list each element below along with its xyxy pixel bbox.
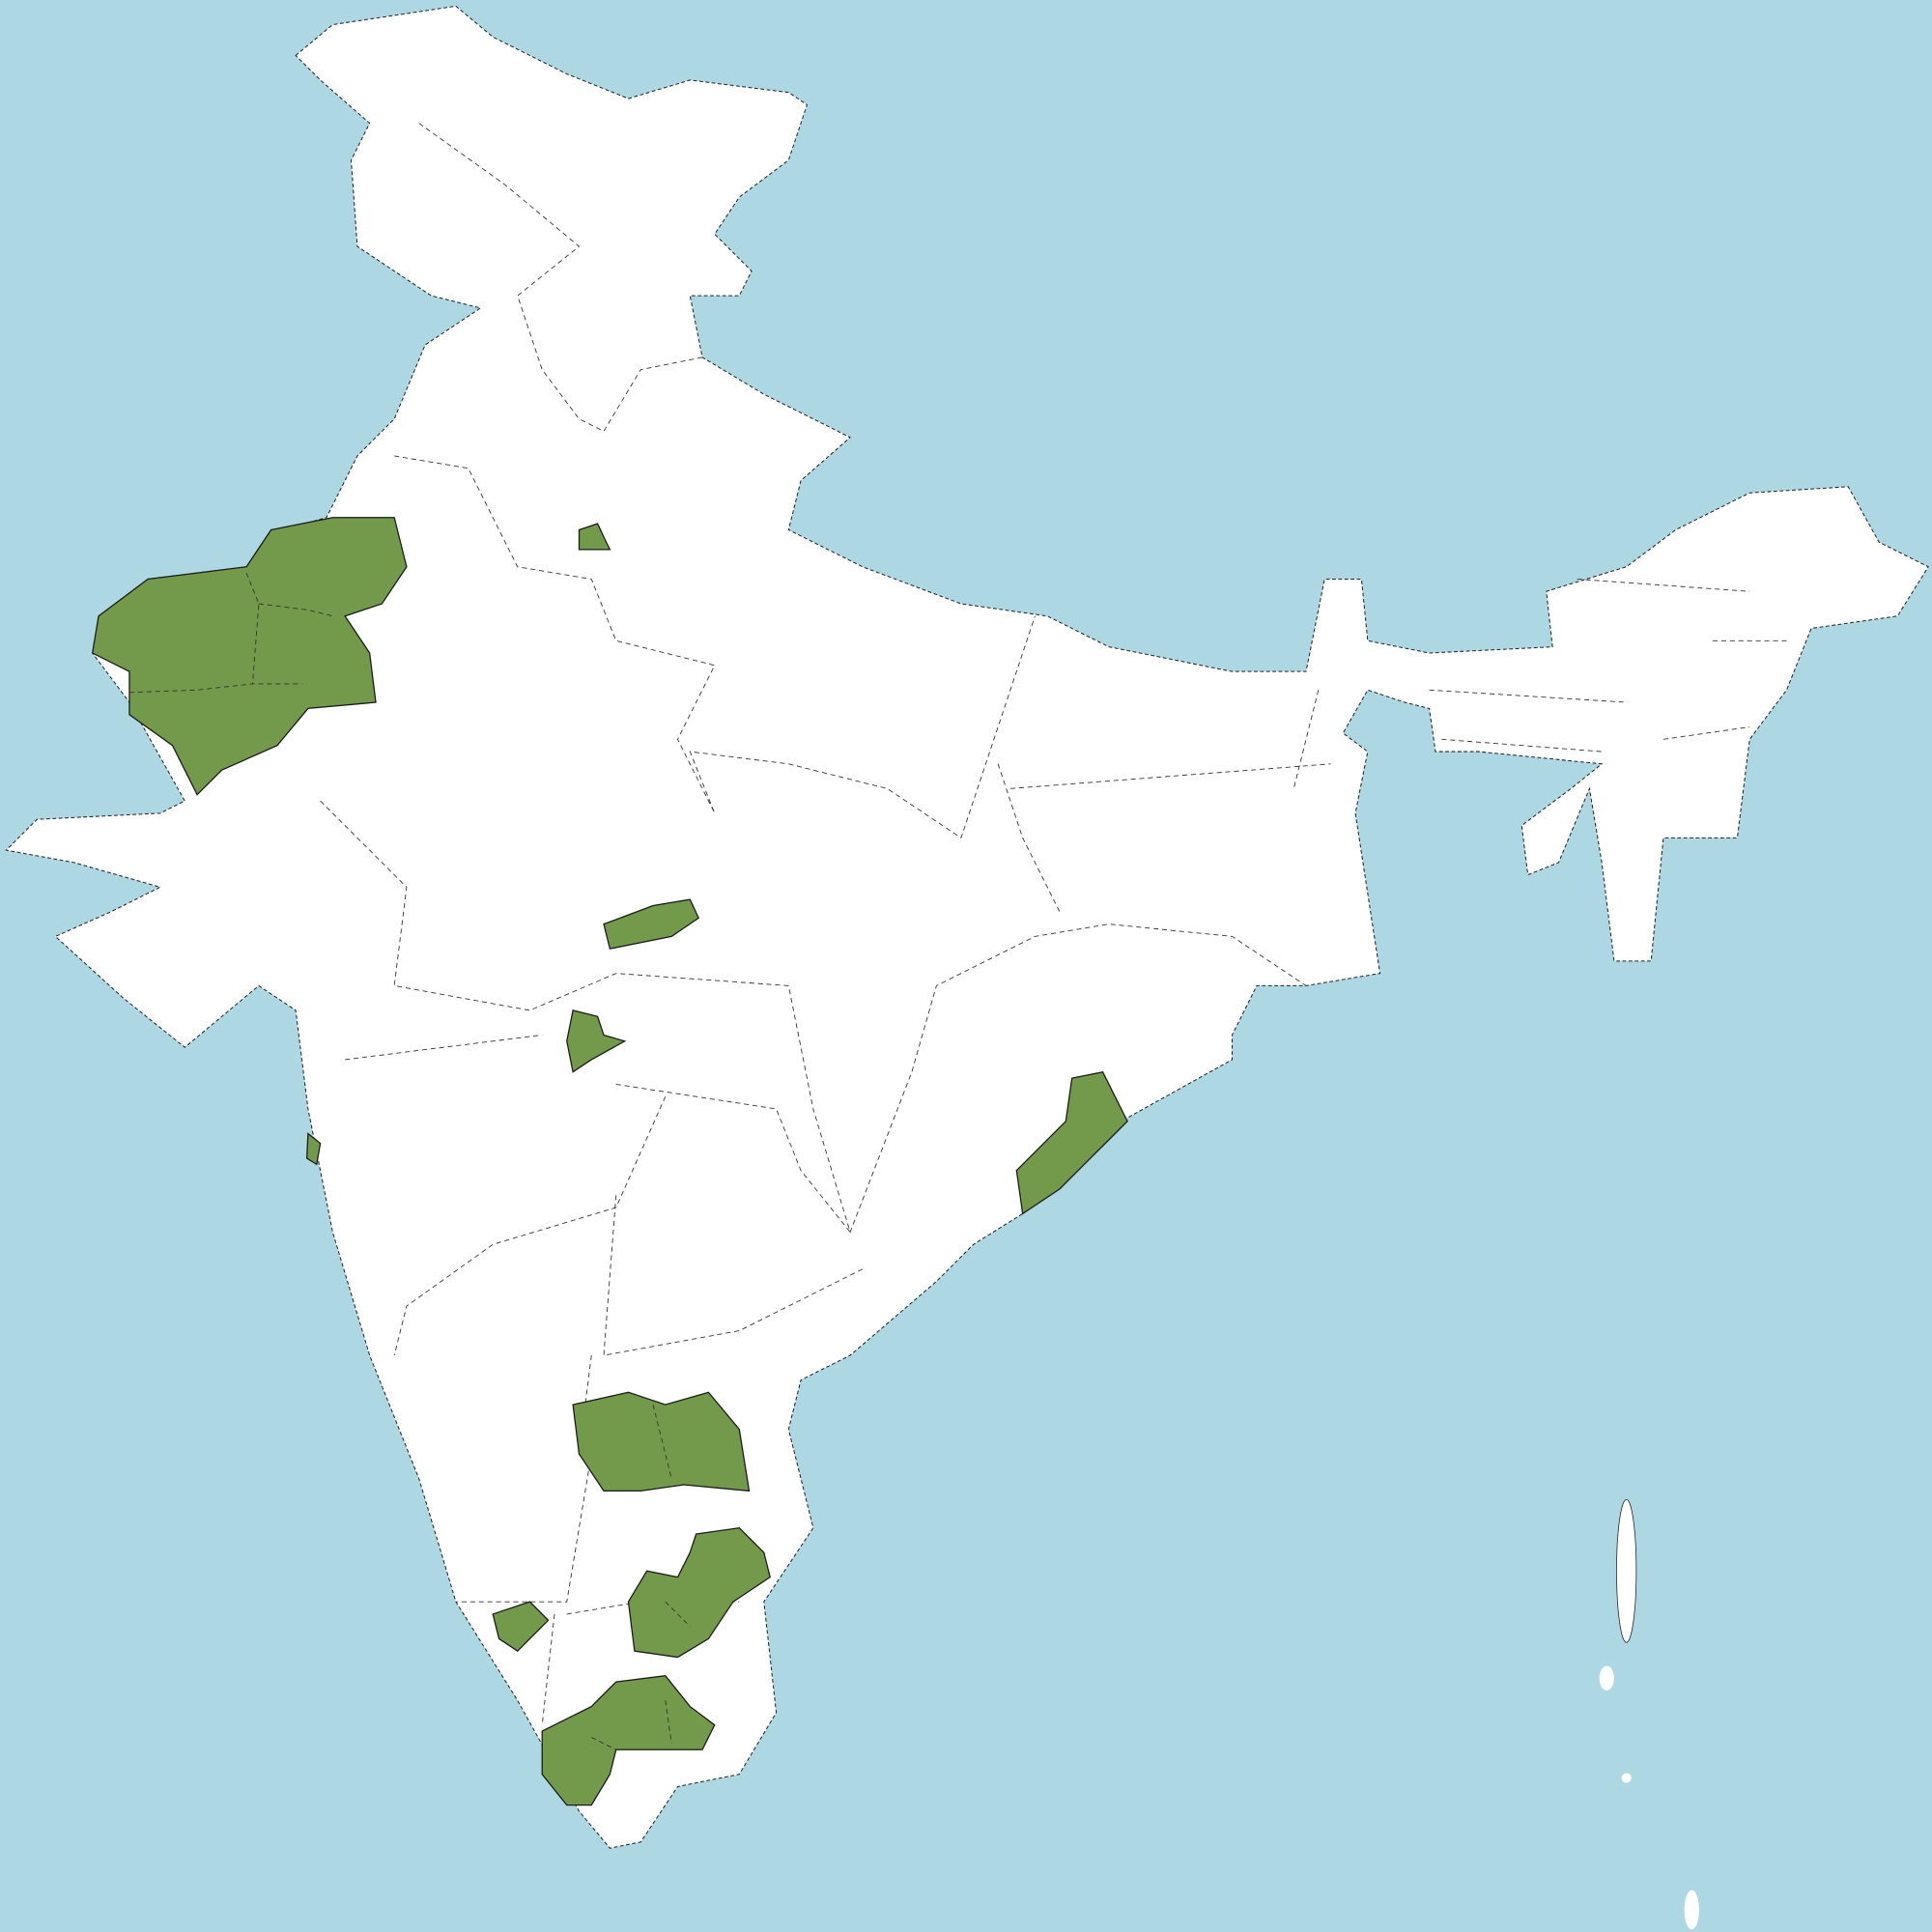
- highlighted-region-mp-1: [603, 898, 700, 950]
- highlighted-region-odisha: [1015, 1070, 1128, 1215]
- highlighted-region-south: [541, 1675, 716, 1806]
- island: [1621, 1773, 1632, 1783]
- state-borders: [320, 123, 1787, 1725]
- highlighted-region-karnataka-ap: [572, 1391, 751, 1492]
- andaman-islands: [1616, 1498, 1637, 1643]
- highlighted-region-goa: [305, 1132, 322, 1166]
- highlighted-region-rajasthan: [91, 517, 408, 796]
- nicobar-island: [1684, 1889, 1699, 1930]
- highlighted-regions: [91, 517, 1128, 1806]
- mainland: [5, 5, 1929, 1849]
- highlighted-region-mp-2: [566, 1009, 627, 1073]
- highlighted-region-tamil-nadu-north: [627, 1526, 771, 1659]
- islands: [1599, 1498, 1699, 1930]
- highlighted-region-kerala-north: [492, 1601, 550, 1653]
- island: [1599, 1665, 1614, 1690]
- highlighted-region-delhi: [578, 523, 611, 551]
